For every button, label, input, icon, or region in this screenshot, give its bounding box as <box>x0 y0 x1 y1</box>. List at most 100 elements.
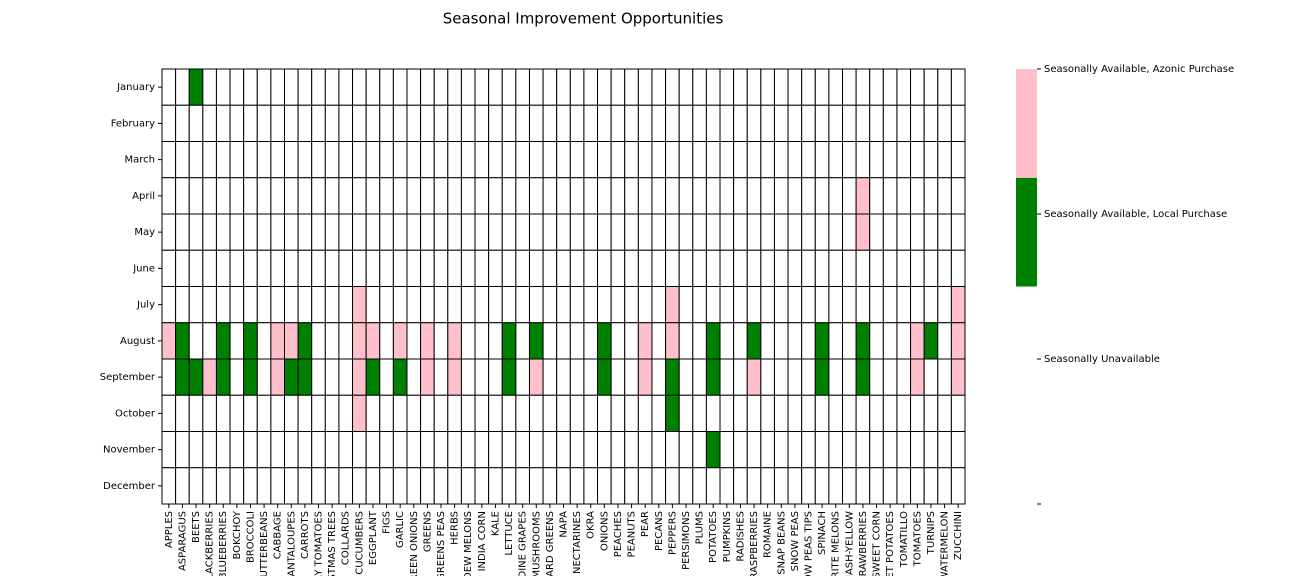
x-tick-label: HERBS <box>450 511 461 545</box>
heatmap-cell <box>773 322 789 360</box>
heatmap-cell <box>610 467 626 505</box>
heatmap-cell <box>678 467 694 505</box>
heatmap-cell <box>379 68 394 106</box>
x-tick-label: SPINACH <box>817 511 828 555</box>
heatmap-cell <box>923 141 939 179</box>
heatmap-cell <box>597 141 612 179</box>
heatmap-cell <box>515 431 530 469</box>
heatmap-cell <box>882 286 898 324</box>
heatmap-cell <box>746 358 762 396</box>
heatmap-cell <box>202 249 217 287</box>
heatmap-cell <box>202 141 217 179</box>
heatmap-cell <box>787 249 803 287</box>
heatmap-cell <box>855 213 871 251</box>
heatmap-cell <box>202 213 217 251</box>
heatmap-cell <box>256 467 272 505</box>
heatmap-cell <box>515 249 530 287</box>
heatmap-cell <box>896 177 912 215</box>
heatmap-cell <box>882 249 898 287</box>
heatmap-cell <box>433 322 449 360</box>
heatmap-cell <box>542 68 558 106</box>
heatmap-cell <box>869 394 884 432</box>
heatmap-cell <box>528 177 544 215</box>
heatmap-cell <box>814 286 830 324</box>
heatmap-cell <box>542 213 558 251</box>
heatmap-cell <box>855 68 871 106</box>
heatmap-cell <box>447 358 462 396</box>
heatmap-cell <box>624 213 639 251</box>
heatmap-cell <box>420 68 435 106</box>
heatmap-cell <box>910 249 925 287</box>
heatmap-cell <box>801 104 816 142</box>
heatmap-cell <box>624 431 639 469</box>
heatmap-cell <box>760 286 775 324</box>
heatmap-cell <box>501 286 517 324</box>
heatmap-cell <box>896 431 912 469</box>
heatmap-cell <box>406 213 422 251</box>
heatmap-cell <box>651 394 667 432</box>
heatmap-cell <box>352 394 367 432</box>
heatmap-cell <box>692 68 707 106</box>
heatmap-cell <box>692 141 707 179</box>
heatmap-cell <box>950 322 966 360</box>
heatmap-cell <box>515 286 530 324</box>
heatmap-cell <box>787 68 803 106</box>
heatmap-cell <box>256 68 272 106</box>
heatmap-cell <box>515 68 530 106</box>
heatmap-cell <box>215 358 231 396</box>
heatmap-cell <box>256 286 272 324</box>
x-tick-label: CUCUMBERS <box>354 511 365 575</box>
heatmap-cell <box>447 431 462 469</box>
heatmap-cell <box>175 213 190 251</box>
x-tick-label: BUTTERBEANS <box>259 511 270 576</box>
y-tick-label: September <box>100 372 156 383</box>
heatmap-cell <box>814 358 830 396</box>
heatmap-cell <box>488 249 503 287</box>
heatmap-cell <box>215 394 231 432</box>
heatmap-cell <box>256 322 272 360</box>
x-tick-label: WATERMELON <box>940 511 951 576</box>
heatmap-cell <box>528 467 544 505</box>
heatmap-cell <box>773 104 789 142</box>
heatmap-cell <box>733 141 748 179</box>
heatmap-cell <box>719 431 735 469</box>
heatmap-cell <box>583 249 599 287</box>
heatmap-cell <box>447 104 462 142</box>
heatmap-cell <box>311 431 326 469</box>
x-tick-label: TURNIPS <box>926 511 937 555</box>
heatmap-cell <box>215 104 231 142</box>
y-tick-label: October <box>115 408 156 419</box>
heatmap-cell <box>828 177 844 215</box>
heatmap-cell <box>243 68 258 106</box>
heatmap-cell <box>460 358 476 396</box>
heatmap-cell <box>828 286 844 324</box>
heatmap-cell <box>501 431 517 469</box>
heatmap-cell <box>311 141 326 179</box>
heatmap-cell <box>188 431 204 469</box>
heatmap-cell <box>161 358 177 396</box>
heatmap-cell <box>392 358 408 396</box>
heatmap-cell <box>583 431 599 469</box>
heatmap-cell <box>869 68 884 106</box>
x-tick-label: ASPARAGUS <box>177 511 188 571</box>
heatmap-cell <box>597 286 612 324</box>
heatmap-cell <box>175 322 190 360</box>
heatmap-cell <box>855 177 871 215</box>
heatmap-cell <box>719 68 735 106</box>
heatmap-cell <box>215 249 231 287</box>
colorbar-tick-label: Seasonally Available, Local Purchase <box>1044 209 1227 220</box>
heatmap-cell <box>705 286 721 324</box>
heatmap-cell <box>665 177 680 215</box>
heatmap-cell <box>406 104 422 142</box>
heatmap-cell <box>733 177 748 215</box>
heatmap-cell <box>828 104 844 142</box>
heatmap-cell <box>175 431 190 469</box>
heatmap-cell <box>270 467 285 505</box>
heatmap-cell <box>365 467 381 505</box>
y-tick-label: January <box>116 82 155 93</box>
heatmap-cell <box>270 213 285 251</box>
heatmap-cell <box>597 177 612 215</box>
heatmap-cell <box>637 213 653 251</box>
heatmap-cell <box>678 249 694 287</box>
heatmap-cell <box>583 286 599 324</box>
